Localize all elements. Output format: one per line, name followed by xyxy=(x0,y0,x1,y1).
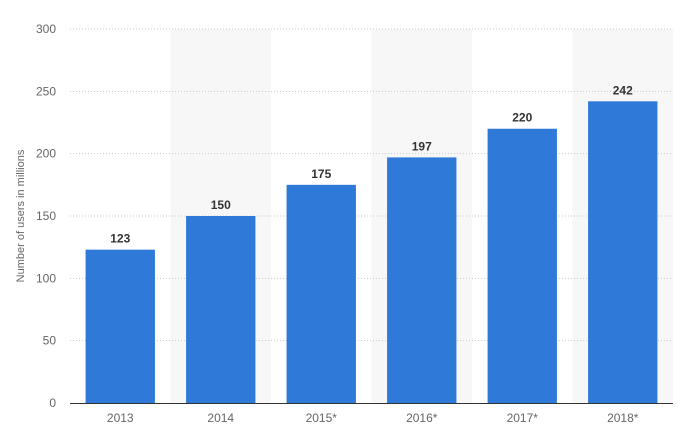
x-tick-label: 2014 xyxy=(207,411,234,425)
y-tick-label: 100 xyxy=(36,271,56,285)
x-axis-ticks: 2013 2014 2015* 2016* 2017* 2018* xyxy=(107,411,639,425)
y-tick-label: 0 xyxy=(49,396,56,410)
data-labels: 123 150 175 197 220 242 xyxy=(110,83,633,245)
x-tick-label: 2013 xyxy=(107,411,134,425)
y-tick-label: 250 xyxy=(36,84,56,98)
data-label: 123 xyxy=(110,232,130,246)
data-label: 220 xyxy=(512,111,532,125)
y-tick-label: 150 xyxy=(36,209,56,223)
y-tick-label: 200 xyxy=(36,147,56,161)
bar-2017 xyxy=(487,128,557,403)
y-tick-label: 300 xyxy=(36,22,56,36)
x-tick-label: 2018* xyxy=(607,411,639,425)
y-tick-label: 50 xyxy=(43,334,57,348)
bar-2018 xyxy=(588,101,658,403)
data-label: 242 xyxy=(613,83,633,97)
bar-2016 xyxy=(387,157,457,403)
data-label: 150 xyxy=(211,198,231,212)
bar-2014 xyxy=(186,216,256,403)
y-axis-title: Number of users in millions xyxy=(15,149,27,282)
x-tick-label: 2015* xyxy=(306,411,338,425)
bars xyxy=(85,101,658,403)
y-axis-ticks: 0 50 100 150 200 250 300 xyxy=(36,22,56,410)
bar-2015 xyxy=(286,184,356,403)
data-label: 197 xyxy=(412,139,432,153)
data-label: 175 xyxy=(311,167,331,181)
bar-2013 xyxy=(85,249,155,403)
x-tick-label: 2017* xyxy=(507,411,539,425)
x-tick-label: 2016* xyxy=(406,411,438,425)
